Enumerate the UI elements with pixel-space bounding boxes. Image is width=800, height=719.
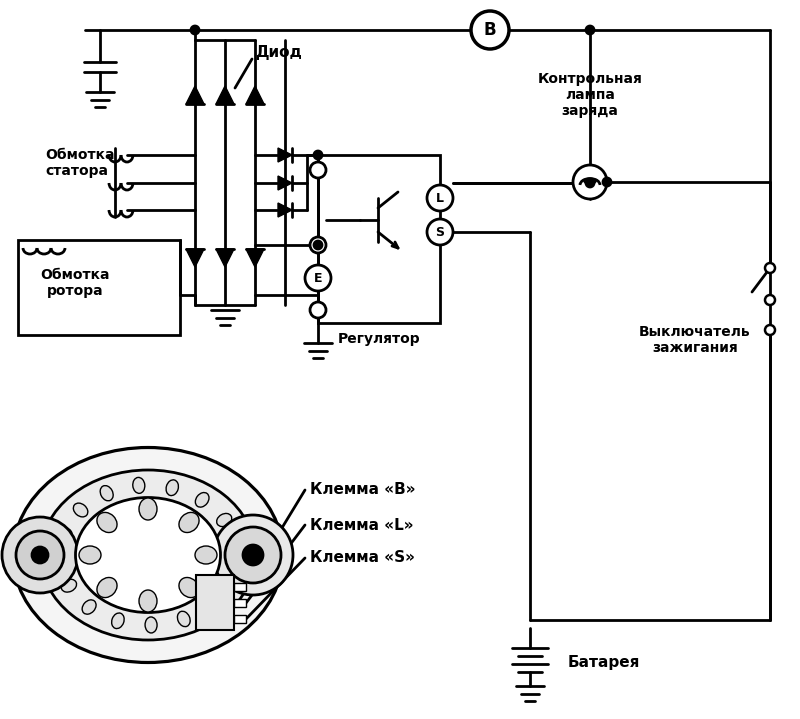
Text: Клемма «L»: Клемма «L» — [310, 518, 414, 533]
Ellipse shape — [97, 513, 117, 533]
Text: S: S — [435, 226, 445, 239]
Ellipse shape — [75, 498, 221, 613]
Polygon shape — [278, 148, 292, 162]
Polygon shape — [186, 86, 204, 104]
Ellipse shape — [139, 498, 157, 520]
Ellipse shape — [222, 575, 238, 587]
Circle shape — [138, 545, 158, 565]
Ellipse shape — [195, 493, 209, 507]
Ellipse shape — [166, 480, 178, 495]
Ellipse shape — [100, 485, 113, 501]
Ellipse shape — [178, 611, 190, 627]
Circle shape — [310, 162, 326, 178]
Circle shape — [471, 11, 509, 49]
Circle shape — [427, 219, 453, 245]
Ellipse shape — [52, 554, 68, 566]
Text: E: E — [314, 272, 322, 285]
Text: Обмотка
статора: Обмотка статора — [45, 148, 114, 178]
Circle shape — [765, 325, 775, 335]
Circle shape — [314, 241, 322, 249]
Ellipse shape — [139, 590, 157, 612]
Ellipse shape — [133, 477, 145, 493]
Circle shape — [213, 515, 293, 595]
Polygon shape — [186, 249, 204, 267]
Circle shape — [314, 151, 322, 159]
Circle shape — [765, 295, 775, 305]
Ellipse shape — [179, 577, 199, 597]
Circle shape — [310, 302, 326, 318]
Circle shape — [765, 263, 775, 273]
Text: Обмотка
ротора: Обмотка ротора — [40, 268, 110, 298]
Bar — [234, 599, 246, 607]
Bar — [196, 575, 234, 630]
Polygon shape — [278, 176, 292, 190]
Ellipse shape — [195, 546, 217, 564]
Polygon shape — [246, 86, 264, 104]
Circle shape — [586, 26, 594, 34]
Ellipse shape — [57, 527, 72, 539]
Circle shape — [305, 265, 331, 291]
Ellipse shape — [179, 513, 199, 533]
Text: Выключатель
зажигания: Выключатель зажигания — [639, 325, 751, 355]
Text: Клемма «S»: Клемма «S» — [310, 551, 415, 566]
Text: Диод: Диод — [255, 45, 302, 60]
Polygon shape — [278, 203, 292, 217]
Circle shape — [586, 179, 594, 187]
Circle shape — [243, 545, 263, 565]
Circle shape — [603, 178, 611, 186]
Circle shape — [126, 533, 170, 577]
Ellipse shape — [145, 617, 157, 633]
Bar — [318, 155, 440, 323]
Circle shape — [2, 517, 78, 593]
Text: Клемма «B»: Клемма «B» — [310, 482, 415, 498]
Circle shape — [32, 547, 48, 563]
Text: L: L — [436, 191, 444, 204]
Polygon shape — [216, 86, 234, 104]
Text: Регулятор: Регулятор — [338, 332, 420, 346]
Ellipse shape — [62, 580, 77, 592]
Text: Батарея: Батарея — [568, 656, 640, 671]
Circle shape — [225, 527, 281, 583]
Ellipse shape — [41, 470, 255, 640]
Polygon shape — [216, 249, 234, 267]
Circle shape — [427, 185, 453, 211]
Bar — [234, 583, 246, 591]
Ellipse shape — [13, 447, 283, 662]
Polygon shape — [246, 249, 264, 267]
Text: Контрольная
лампа
заряда: Контрольная лампа заряда — [538, 72, 642, 118]
Ellipse shape — [227, 539, 243, 551]
Ellipse shape — [217, 513, 232, 526]
Ellipse shape — [228, 549, 244, 561]
Ellipse shape — [97, 577, 117, 597]
Ellipse shape — [79, 546, 101, 564]
Circle shape — [573, 165, 607, 199]
Ellipse shape — [204, 597, 218, 610]
Circle shape — [310, 237, 326, 253]
Text: B: B — [484, 21, 496, 39]
Circle shape — [191, 26, 199, 34]
Bar — [234, 615, 246, 623]
Ellipse shape — [112, 613, 124, 628]
Bar — [18, 240, 180, 335]
Ellipse shape — [74, 503, 88, 517]
Ellipse shape — [82, 600, 96, 614]
Circle shape — [16, 531, 64, 579]
